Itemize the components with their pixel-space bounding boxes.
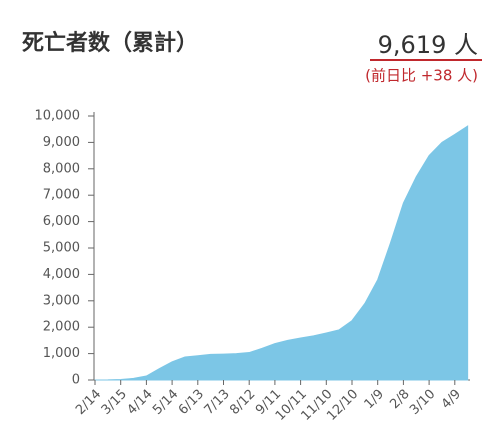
x-tick-label: 6/13 — [176, 387, 207, 418]
y-tick-label: 9,000 — [43, 135, 80, 150]
y-tick-label: 0 — [72, 373, 80, 388]
y-tick-label: 2,000 — [43, 320, 80, 335]
y-tick-label: 3,000 — [43, 293, 80, 308]
x-tick-label: 3/15 — [99, 387, 130, 418]
x-tick-label: 5/14 — [150, 387, 181, 418]
x-tick-label: 4/14 — [124, 387, 155, 418]
x-tick-label: 1/9 — [362, 387, 387, 412]
y-tick-label: 5,000 — [43, 241, 80, 256]
y-tick-label: 6,000 — [43, 214, 80, 229]
x-tick-label: 4/9 — [439, 387, 464, 412]
x-tick-label: 8/12 — [227, 387, 258, 418]
x-tick-label: 3/10 — [407, 387, 438, 418]
y-tick-label: 4,000 — [43, 267, 80, 282]
y-tick-label: 1,000 — [43, 346, 80, 361]
change: (前日比 +38 人) — [365, 67, 478, 85]
x-tick-label: 7/13 — [202, 387, 233, 418]
title: 死亡者数（累計） — [22, 30, 198, 56]
y-tick-label: 10,000 — [35, 109, 81, 124]
x-tick-label: 2/14 — [73, 387, 104, 418]
y-tick-label: 7,000 — [43, 188, 80, 203]
area — [94, 125, 469, 381]
total: 9,619 人 — [378, 31, 478, 59]
y-tick-label: 8,000 — [43, 161, 80, 176]
